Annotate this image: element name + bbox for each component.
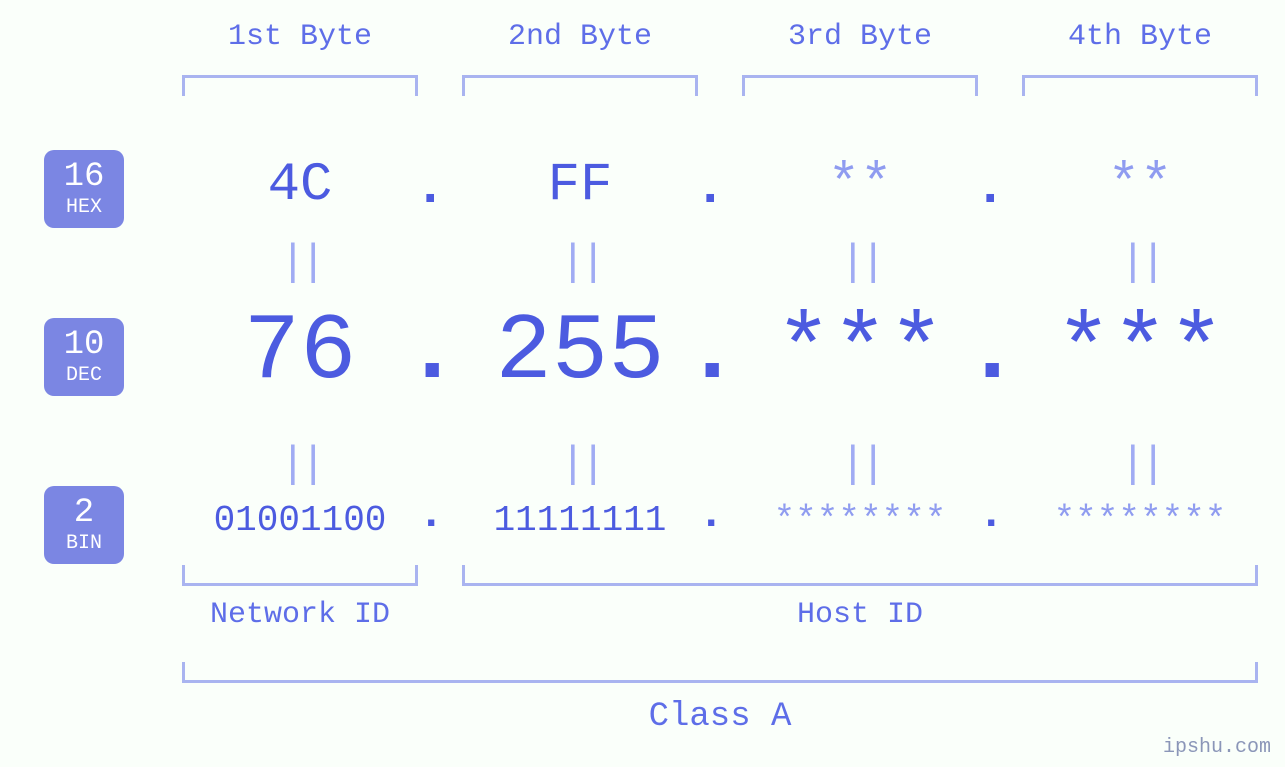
bin-byte-1: 01001100 [180,500,420,541]
bin-byte-2: 11111111 [460,500,700,541]
badge-hex-base: 16 [64,160,105,194]
dec-byte-2: 255 [460,300,700,406]
byte-header-3: 3rd Byte [740,20,980,54]
badge-dec-base: 10 [64,328,105,362]
badge-hex: 16 HEX [44,150,124,228]
badge-bin-base: 2 [74,496,94,530]
bracket-class [182,662,1258,683]
dot-hex-2: . [694,158,726,219]
dec-byte-3: *** [740,300,980,406]
eq-1-1: || [180,238,420,288]
dec-byte-1: 76 [180,300,420,406]
hex-byte-2: FF [460,155,700,216]
eq-1-2: || [460,238,700,288]
eq-1-3: || [740,238,980,288]
dot-bin-1: . [418,490,444,540]
badge-bin-abbr: BIN [66,534,102,554]
bin-byte-3: ******** [740,500,980,541]
label-class: Class A [180,698,1260,736]
bracket-network-id [182,565,418,586]
top-bracket-2 [462,75,698,96]
byte-header-4: 4th Byte [1020,20,1260,54]
eq-2-3: || [740,440,980,490]
top-bracket-1 [182,75,418,96]
dec-byte-4: *** [1020,300,1260,406]
label-host-id: Host ID [460,598,1260,632]
hex-byte-3: ** [740,155,980,216]
eq-1-4: || [1020,238,1260,288]
eq-2-2: || [460,440,700,490]
dot-dec-1: . [404,300,460,406]
top-bracket-3 [742,75,978,96]
dot-hex-1: . [414,158,446,219]
badge-dec: 10 DEC [44,318,124,396]
hex-byte-1: 4C [180,155,420,216]
badge-bin: 2 BIN [44,486,124,564]
watermark-text: ipshu.com [1163,736,1271,759]
top-bracket-4 [1022,75,1258,96]
dot-bin-2: . [698,490,724,540]
bracket-host-id [462,565,1258,586]
byte-header-1: 1st Byte [180,20,420,54]
badge-hex-abbr: HEX [66,198,102,218]
dot-dec-2: . [684,300,740,406]
dot-hex-3: . [974,158,1006,219]
label-network-id: Network ID [180,598,420,632]
dot-bin-3: . [978,490,1004,540]
dot-dec-3: . [964,300,1020,406]
bin-byte-4: ******** [1020,500,1260,541]
eq-2-1: || [180,440,420,490]
hex-byte-4: ** [1020,155,1260,216]
badge-dec-abbr: DEC [66,366,102,386]
byte-header-2: 2nd Byte [460,20,700,54]
ip-bytes-diagram: 1st Byte 2nd Byte 3rd Byte 4th Byte 16 H… [0,0,1285,767]
eq-2-4: || [1020,440,1260,490]
